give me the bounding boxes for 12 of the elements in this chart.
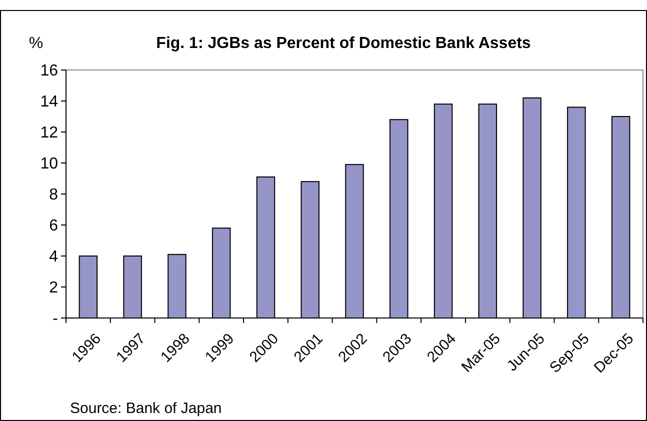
y-tick-label: 2: [49, 280, 58, 297]
y-tick-label: 16: [40, 62, 58, 80]
chart-title: Fig. 1: JGBs as Percent of Domestic Bank Assets: [156, 35, 531, 52]
y-tick-label: 12: [40, 124, 58, 142]
source-note: Source: Bank of Japan: [70, 400, 222, 417]
y-tick-label: -: [52, 310, 58, 328]
y-axis-title: %: [28, 35, 44, 52]
y-tick-label: 6: [49, 218, 58, 235]
y-tick-label: 14: [40, 94, 58, 111]
y-tick-label: 10: [40, 156, 58, 173]
y-tick-label: 4: [49, 248, 58, 266]
y-tick-label: 8: [49, 186, 58, 204]
